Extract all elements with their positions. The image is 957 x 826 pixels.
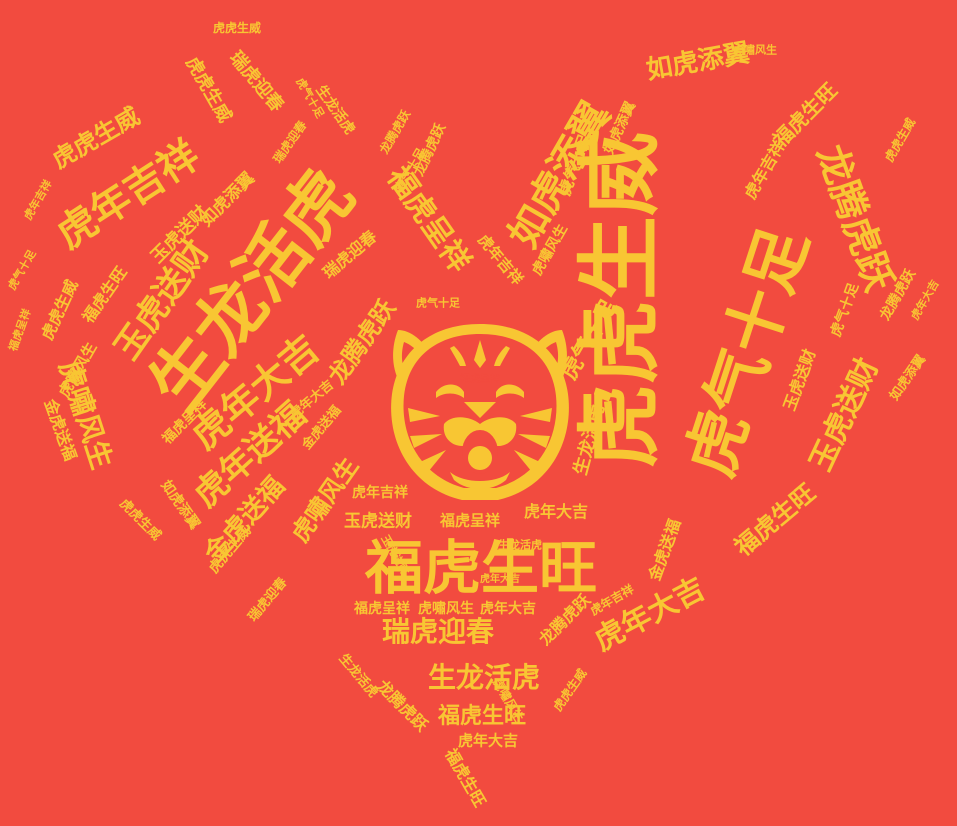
word-hunian-jixiang-5: 虎年吉祥: [21, 177, 55, 223]
word-ruihu-yingchun-2: 瑞虎迎春: [225, 47, 288, 117]
word-huhu-shengwei-2: 虎虎生威: [47, 101, 145, 175]
word-huqi-shizu-7: 虎气十足: [5, 247, 39, 293]
emblem-label: 福虎呈祥: [460, 374, 500, 385]
word-huhu-shengwei-9: 虎虎生威: [550, 666, 590, 714]
word-jinhu-songfu-3: 金虎送福: [644, 516, 685, 584]
word-fuhu-shengwang-5: 福虎生旺: [78, 263, 131, 327]
word-huxiao-fengsheng-3: 虎嘯风生: [418, 601, 474, 617]
word-ruihu-yingchun-1: 瑞虎迎春: [381, 615, 495, 648]
word-yuhu-songcai-2: 玉虎送财: [803, 353, 886, 477]
word-huhu-shengwei-4: 虎虎生威: [181, 53, 236, 127]
word-hunian-jixiang-2: 虎年吉祥: [352, 485, 408, 501]
word-fuhu-chengxiang-3: 福虎呈祥: [354, 601, 410, 617]
tiger-face-icon: [391, 324, 569, 500]
word-fuhu-shengwang: 福虎生旺: [364, 534, 598, 602]
word-fuhu-chengxiang-2: 福虎呈祥: [439, 511, 501, 530]
word-huhu-shengwei-5: 虎虎生威: [37, 276, 82, 343]
word-ruhu-tianyi-3: 如虎添翼: [196, 168, 259, 231]
word-hunian-dajia-5: 虎年大吉: [457, 731, 519, 750]
word-huhu-shengwei-3: 虎虎生威: [212, 21, 262, 35]
word-fuhu-shengwang-6: 福虎生旺: [441, 745, 490, 811]
word-yuhu-songcai-5: 玉虎送财: [779, 346, 820, 414]
word-hunian-dajia-8: 虎年大吉: [480, 574, 520, 585]
word-fuhu-shengwang-2: 福虎生旺: [437, 704, 527, 729]
word-fuhu-chengxiang-5: 福虎呈祥: [6, 307, 34, 353]
word-hunian-dajia-2: 虎年大吉: [588, 570, 711, 659]
word-huhu-shengwei-8: 虎虎生威: [881, 115, 919, 165]
word-huqi-shizu: 虎气十足: [673, 218, 823, 486]
word-longteng-huyue-3: 龙腾虎跃: [373, 676, 432, 735]
word-huqi-shizu-4: 虎气十足: [416, 296, 460, 310]
word-huxiao-fengsheng-6: 虎嘯风生: [733, 43, 777, 57]
word-hunian-dajia-3: 虎年大吉: [523, 502, 589, 521]
word-shenglong-huohu-2: 生龙活虎: [427, 661, 541, 694]
word-huhu-shengwei-7: 虎虎生威: [116, 496, 164, 544]
word-longteng-huyue: 龙腾虎跃: [808, 139, 902, 297]
word-shenglong-huohu-4: 生龙活虎: [335, 651, 381, 701]
tiger-emblem: 福虎呈祥: [380, 312, 580, 507]
word-hunian-dajia-4: 虎年大吉: [480, 601, 536, 617]
word-fuhu-shengwang-3: 福虎生旺: [729, 478, 821, 562]
word-huqi-shizu-5: 虎气十足: [827, 280, 863, 340]
word-hunian-jixiang-3: 虎年吉祥: [740, 137, 789, 203]
word-yuhu-songcai-3: 玉虎送财: [344, 511, 412, 532]
word-shenglong-huohu-5: 生龙活虎: [498, 538, 542, 552]
word-longteng-huyue-7: 龙腾虎跃: [376, 107, 414, 157]
word-fuhu-shengwang-4: 福虎生旺: [768, 78, 842, 152]
word-ruhu-tianyi-6: 如虎添翼: [886, 352, 930, 404]
word-hunian-dajia-6: 虎年大吉: [908, 277, 942, 323]
word-ruihu-yingchun-4: 瑞虎迎春: [245, 575, 291, 625]
